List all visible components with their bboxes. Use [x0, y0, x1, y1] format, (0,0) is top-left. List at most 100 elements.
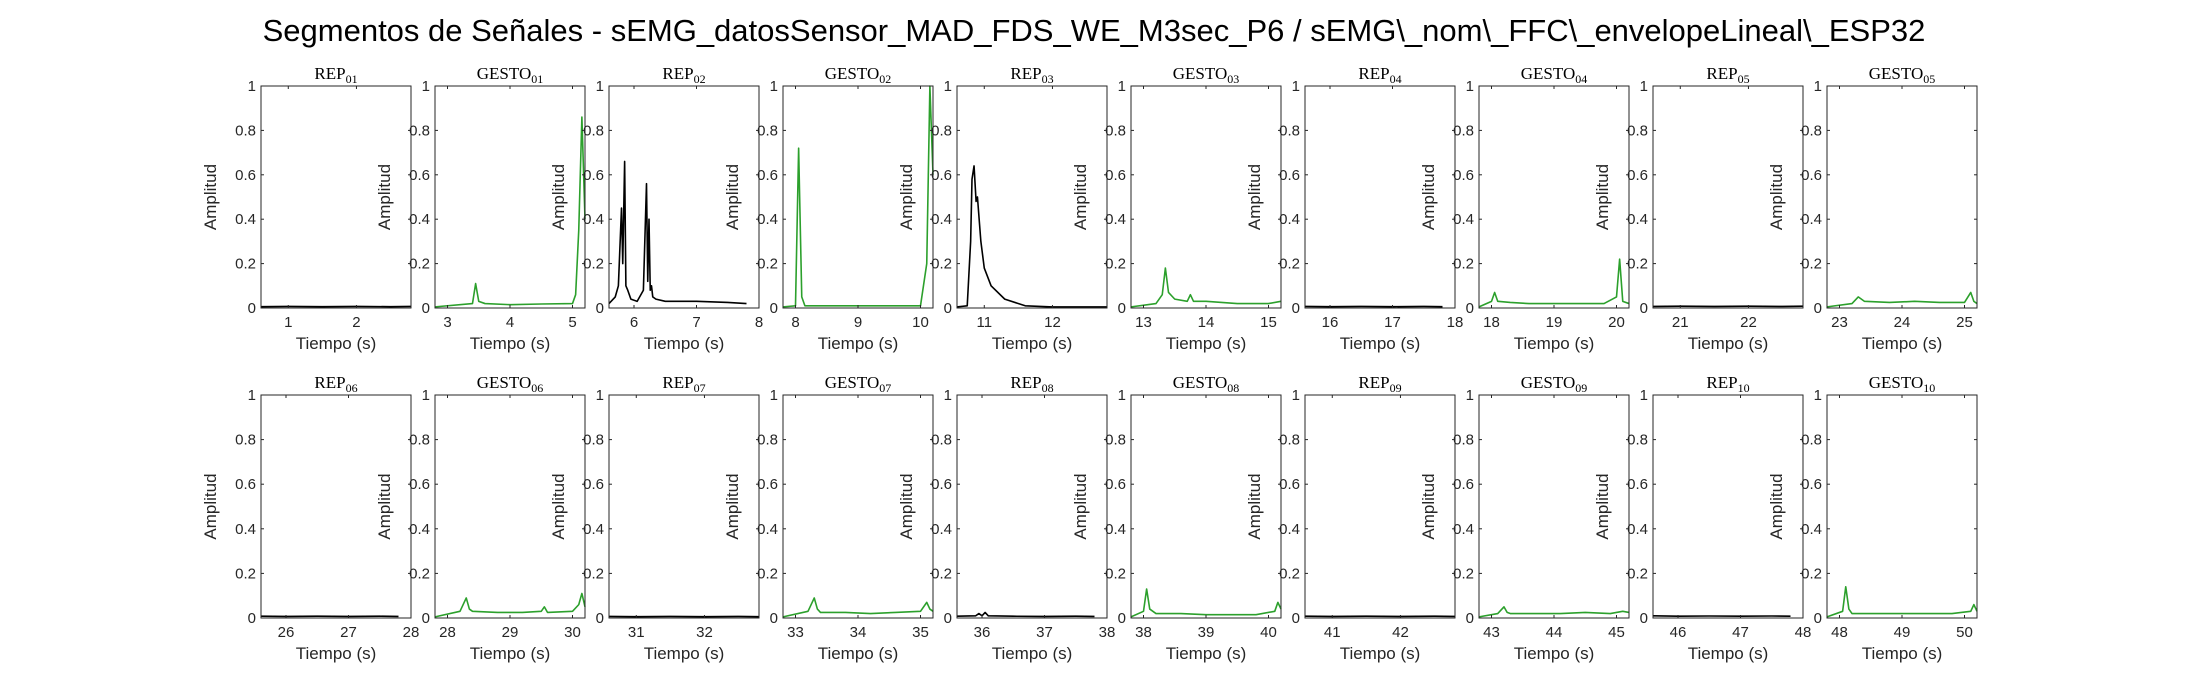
- y-tick-label: 0.6: [1105, 167, 1126, 184]
- x-tick-label: 43: [1483, 624, 1500, 641]
- x-tick-label: 40: [1260, 624, 1277, 641]
- x-tick-label: 45: [1608, 624, 1625, 641]
- y-axis-label: Amplitud: [897, 164, 916, 230]
- y-tick-label: 1: [1814, 78, 1822, 95]
- x-axis-label: Tiempo (s): [1688, 644, 1769, 663]
- y-tick-label: 0.8: [931, 432, 952, 449]
- y-tick-label: 0.6: [1279, 476, 1300, 493]
- y-tick-label: 0.2: [1627, 256, 1648, 273]
- y-tick-label: 0: [1466, 300, 1474, 317]
- y-tick-label: 0.8: [1453, 122, 1474, 139]
- y-tick-label: 0.8: [583, 432, 604, 449]
- plot-area: [1131, 395, 1281, 618]
- y-tick-label: 1: [944, 78, 952, 95]
- y-tick-label: 0.6: [1279, 167, 1300, 184]
- y-tick-label: 1: [422, 387, 430, 404]
- y-axis-label: Amplitud: [375, 164, 394, 230]
- y-tick-label: 0: [1118, 300, 1126, 317]
- series-line: [1478, 258, 1630, 308]
- y-axis-label: Amplitud: [201, 473, 220, 539]
- x-tick-label: 22: [1740, 314, 1757, 331]
- x-tick-label: 4: [506, 314, 514, 331]
- x-axis-label: Tiempo (s): [1862, 334, 1943, 353]
- y-tick-label: 0.2: [235, 256, 256, 273]
- x-tick-label: 38: [1099, 624, 1116, 641]
- y-tick-label: 0: [248, 610, 256, 627]
- series-line: [434, 592, 586, 618]
- plot-area: [1653, 86, 1803, 308]
- series-line: [608, 160, 747, 305]
- y-axis-label: Amplitud: [1593, 473, 1612, 539]
- plot-area: [957, 86, 1107, 308]
- y-tick-label: 0.2: [931, 256, 952, 273]
- y-tick-label: 1: [248, 387, 256, 404]
- x-tick-label: 27: [340, 624, 357, 641]
- y-tick-label: 1: [1640, 387, 1648, 404]
- plot-area: [261, 395, 411, 618]
- plot-area: [783, 86, 933, 308]
- subplot-gesto-05: 0 0.2 0.4 0.6 0.8 1 23 24 25 GESTO05 Tiempo (s) Amp…: [1767, 64, 1978, 353]
- axes-box: [260, 394, 412, 619]
- x-tick-label: 41: [1324, 624, 1341, 641]
- y-tick-label: 0.4: [1453, 521, 1474, 538]
- y-tick-label: 0.4: [235, 211, 256, 228]
- y-tick-label: 0.6: [583, 476, 604, 493]
- y-tick-label: 0: [1292, 300, 1300, 317]
- y-tick-label: 1: [1118, 387, 1126, 404]
- x-axis-label: Tiempo (s): [1862, 644, 1943, 663]
- y-axis-label: Amplitud: [201, 164, 220, 230]
- x-tick-label: 34: [850, 624, 867, 641]
- plot-area: [261, 86, 411, 308]
- x-tick-label: 26: [278, 624, 295, 641]
- series-line: [434, 116, 586, 308]
- y-tick-label: 0.6: [1627, 167, 1648, 184]
- y-tick-label: 0: [1118, 610, 1126, 627]
- x-axis-label: Tiempo (s): [296, 644, 377, 663]
- y-tick-label: 0.4: [1801, 211, 1822, 228]
- y-tick-label: 1: [1292, 78, 1300, 95]
- subplot-gesto-04: 0 0.2 0.4 0.6 0.8 1 18 19 20 GESTO04 Tiempo (s) Amp…: [1419, 64, 1630, 353]
- x-axis-label: Tiempo (s): [1688, 334, 1769, 353]
- figure-title: Segmentos de Señales - sEMG_datosSensor_…: [263, 13, 1926, 48]
- x-tick-label: 6: [630, 314, 638, 331]
- y-axis-label: Amplitud: [1071, 164, 1090, 230]
- y-tick-label: 0.2: [1627, 565, 1648, 582]
- subplot-title: REP10: [1706, 373, 1749, 395]
- x-tick-label: 50: [1956, 624, 1973, 641]
- y-tick-label: 0.6: [1627, 476, 1648, 493]
- series-line: [1130, 588, 1282, 618]
- subplot-title: REP05: [1706, 64, 1749, 86]
- axes-box: [1652, 394, 1804, 619]
- subplot-title: GESTO01: [477, 64, 543, 86]
- x-axis-label: Tiempo (s): [818, 334, 899, 353]
- y-tick-label: 0.4: [583, 211, 604, 228]
- subplot-title: REP01: [314, 64, 357, 86]
- x-axis-label: Tiempo (s): [992, 334, 1073, 353]
- subplot-gesto-01: 0 0.2 0.4 0.6 0.8 1 3 4 5 GESTO01 Tiempo (s) Amplit…: [375, 64, 586, 353]
- x-tick-label: 23: [1831, 314, 1848, 331]
- y-tick-label: 0.8: [583, 122, 604, 139]
- y-axis-label: Amplitud: [1593, 164, 1612, 230]
- subplot-title: REP09: [1358, 373, 1401, 395]
- subplot-title: REP06: [314, 373, 357, 395]
- y-tick-label: 1: [1814, 387, 1822, 404]
- y-tick-label: 0.6: [583, 167, 604, 184]
- axes-box: [608, 85, 760, 309]
- y-tick-label: 0.4: [931, 211, 952, 228]
- x-tick-label: 48: [1831, 624, 1848, 641]
- y-tick-label: 0: [1814, 300, 1822, 317]
- x-tick-label: 2: [352, 314, 360, 331]
- x-tick-label: 46: [1670, 624, 1687, 641]
- plot-area: [1479, 86, 1629, 308]
- x-tick-label: 9: [854, 314, 862, 331]
- subplot-title: GESTO10: [1869, 373, 1935, 395]
- x-axis-label: Tiempo (s): [644, 334, 725, 353]
- y-tick-label: 0.8: [931, 122, 952, 139]
- x-tick-label: 14: [1198, 314, 1215, 331]
- y-tick-label: 0.2: [1105, 565, 1126, 582]
- series-line: [956, 611, 1095, 618]
- x-axis-label: Tiempo (s): [1514, 334, 1595, 353]
- x-tick-label: 42: [1392, 624, 1409, 641]
